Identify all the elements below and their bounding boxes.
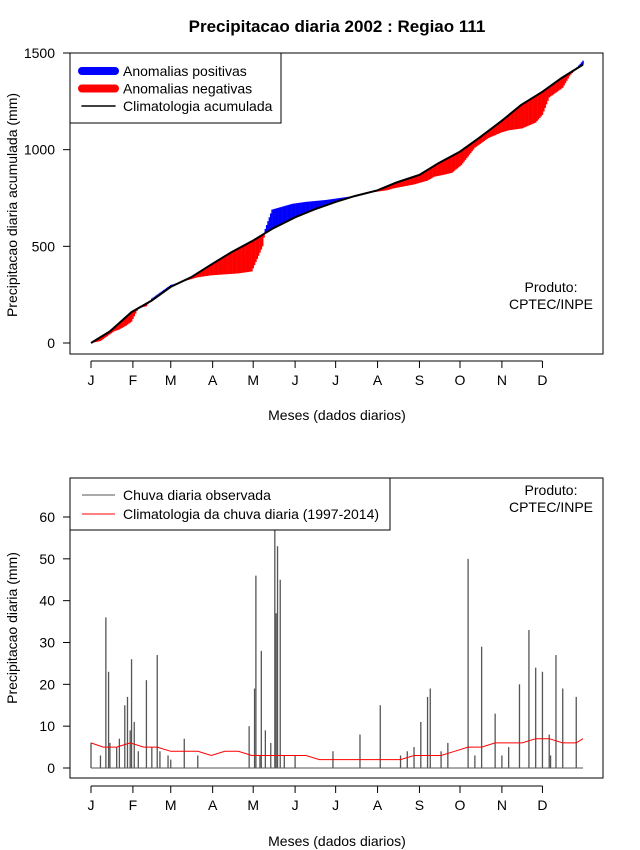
x-tick-label: D [537, 797, 547, 813]
x-axis-label-bottom: Meses (dados diarios) [268, 833, 406, 849]
x-tick-label: N [497, 797, 507, 813]
legend-label: Chuva diaria observada [123, 487, 271, 503]
y-axis-label-top: Precipitacao diaria acumulada (mm) [4, 93, 20, 317]
x-tick-label: J [88, 372, 95, 388]
x-tick-label: F [129, 372, 138, 388]
product-label-top-line2: CPTEC/INPE [509, 296, 593, 312]
y-tick-label: 500 [32, 238, 56, 254]
x-tick-label: N [497, 372, 507, 388]
product-label-bottom-line1: Produto: [525, 482, 578, 498]
x-tick-label: A [373, 797, 383, 813]
daily-precipitation-chart: 0 10 20 30 40 50 60 J F M A M J J A S O N D Meses (dados … [4, 477, 604, 849]
x-tick-label: J [88, 797, 95, 813]
y-tick-label: 40 [39, 593, 55, 609]
cumulative-precipitation-chart: 0 500 1000 1500 J F M A M J J A S O N D Meses (dados d… [4, 45, 604, 423]
x-tick-label: O [455, 797, 466, 813]
x-tick-label: S [415, 372, 424, 388]
y-axis-bottom: 0 10 20 30 40 50 60 [39, 509, 71, 776]
x-tick-label: D [537, 372, 547, 388]
chart-title: Precipitacao diaria 2002 : Regiao 111 [189, 17, 486, 36]
x-tick-label: J [332, 797, 339, 813]
climatology-daily-line [90, 738, 584, 761]
legend-top: Anomalias positivas Anomalias negativasCl… [69, 52, 282, 124]
y-axis-label-bottom: Precipitacao diaria (mm) [4, 552, 20, 704]
legend-bottom: Chuva diaria observada Climatologia da ch… [69, 477, 391, 531]
legend-box-bottom [69, 477, 391, 531]
observed-daily-bars [90, 529, 583, 769]
x-tick-label: M [165, 797, 177, 813]
y-tick-label: 1000 [24, 142, 55, 158]
y-tick-label: 60 [39, 509, 55, 525]
y-tick-label: 50 [39, 551, 55, 567]
legend-label: Anomalias positivas [123, 63, 247, 79]
y-tick-label: 1500 [24, 45, 55, 61]
legend-label: Climatologia acumulada [123, 98, 273, 114]
y-tick-label: 0 [47, 760, 55, 776]
x-tick-label: A [208, 372, 218, 388]
x-tick-label: A [373, 372, 383, 388]
x-tick-label: M [247, 797, 259, 813]
x-tick-label: A [208, 797, 218, 813]
x-tick-label: M [247, 372, 259, 388]
x-tick-label: J [332, 372, 339, 388]
x-tick-label: O [455, 372, 466, 388]
x-axis-label-top: Meses (dados diarios) [268, 407, 406, 423]
y-axis-top: 0 500 1000 1500 [24, 45, 71, 351]
legend-label: Anomalias negativas [123, 81, 252, 97]
legend-label: Climatologia da chuva diaria (1997-2014) [123, 506, 379, 522]
product-label-bottom-line2: CPTEC/INPE [509, 499, 593, 515]
y-tick-label: 20 [39, 676, 55, 692]
x-tick-label: J [292, 797, 299, 813]
y-tick-label: 0 [47, 335, 55, 351]
x-tick-label: J [292, 372, 299, 388]
product-label-top-line1: Produto: [525, 279, 578, 295]
y-tick-label: 30 [39, 635, 55, 651]
x-tick-label: S [415, 797, 424, 813]
x-tick-label: F [129, 797, 138, 813]
climatology-cumulative-line [90, 63, 584, 344]
x-tick-label: M [165, 372, 177, 388]
y-tick-label: 10 [39, 718, 55, 734]
